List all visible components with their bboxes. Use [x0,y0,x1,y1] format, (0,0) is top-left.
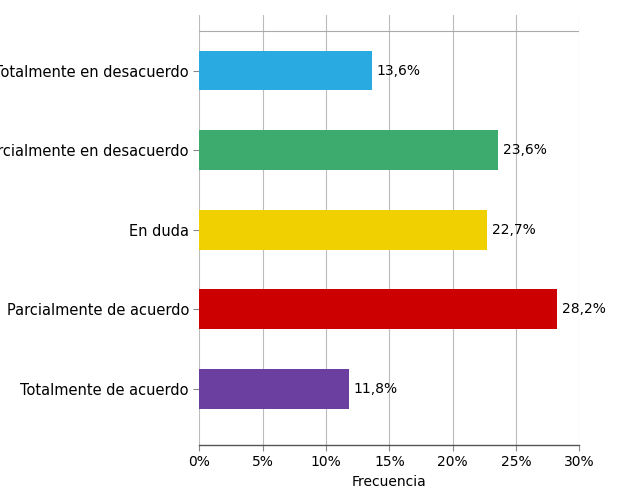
Bar [199,369,349,409]
Text: 22,7%: 22,7% [492,223,536,237]
Text: 11,8%: 11,8% [354,382,398,396]
Bar [199,130,498,170]
X-axis label: Frecuencia: Frecuencia [352,475,427,489]
Bar [199,210,487,249]
Text: 28,2%: 28,2% [562,302,606,316]
Bar [199,51,372,90]
Bar [199,289,556,329]
Text: 23,6%: 23,6% [503,143,547,157]
Text: 13,6%: 13,6% [377,64,421,78]
